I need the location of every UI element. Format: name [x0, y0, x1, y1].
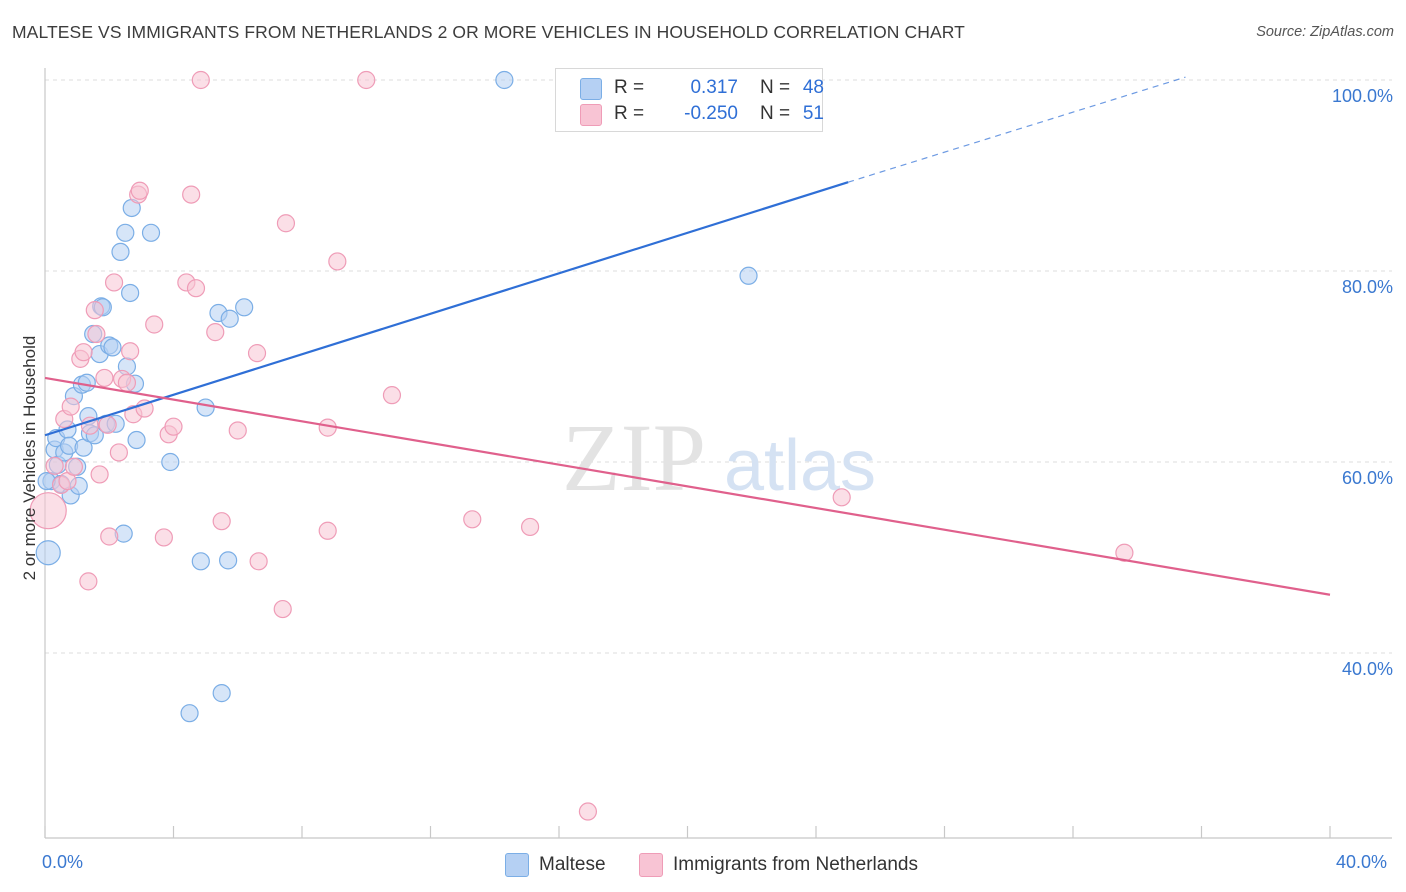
legend-label-netherlands: Immigrants from Netherlands — [673, 854, 918, 875]
legend-swatch-maltese — [505, 853, 529, 877]
watermark-zip: ZIP — [562, 404, 706, 511]
point-maltese — [111, 242, 130, 261]
point-maltese — [212, 684, 231, 703]
point-maltese — [235, 298, 254, 317]
point-netherlands — [104, 273, 124, 292]
point-netherlands — [74, 343, 93, 362]
trend-line-extension-maltese — [847, 76, 1186, 183]
point-netherlands — [186, 279, 206, 298]
point-netherlands — [45, 456, 64, 475]
point-netherlands — [130, 181, 149, 200]
point-netherlands — [273, 599, 292, 619]
chart-title: MALTESE VS IMMIGRANTS FROM NETHERLANDS 2… — [12, 22, 965, 42]
point-netherlands — [212, 512, 231, 531]
point-netherlands — [228, 421, 247, 440]
point-maltese — [219, 551, 238, 570]
point-netherlands — [154, 528, 173, 547]
legend-r-label: R = — [614, 103, 645, 124]
point-maltese — [495, 70, 514, 90]
point-maltese — [35, 540, 61, 566]
x-tick-label-min: 0.0% — [42, 852, 84, 872]
point-maltese — [141, 223, 161, 242]
point-netherlands — [79, 572, 98, 591]
scatter-points — [29, 70, 1134, 821]
point-netherlands — [64, 457, 84, 476]
point-netherlands — [357, 70, 376, 90]
point-netherlands — [164, 417, 183, 436]
point-netherlands — [832, 488, 851, 507]
correlation-legend: R = 0.317 N = 48 R = -0.250 N = 51 — [555, 68, 824, 132]
point-netherlands — [247, 344, 267, 363]
point-netherlands — [90, 465, 109, 484]
trend-line-maltese — [44, 181, 849, 437]
point-maltese — [196, 398, 215, 417]
point-netherlands — [382, 386, 402, 405]
legend-swatch-netherlands — [639, 853, 663, 877]
watermark-atlas: atlas — [724, 426, 876, 506]
point-maltese — [191, 552, 210, 571]
point-netherlands — [318, 521, 337, 540]
point-maltese — [103, 338, 122, 357]
point-netherlands — [578, 802, 598, 821]
point-netherlands — [87, 324, 106, 344]
point-netherlands — [276, 214, 296, 233]
point-maltese — [180, 704, 199, 723]
point-netherlands — [121, 342, 140, 361]
legend-n-value: 51 — [802, 103, 824, 124]
trend-lines — [44, 76, 1331, 596]
point-netherlands — [117, 373, 137, 392]
y-tick-label: 80.0% — [1341, 277, 1393, 297]
legend-r-value: 0.317 — [690, 77, 738, 98]
point-netherlands — [29, 492, 67, 530]
legend-swatch-netherlands — [580, 104, 602, 126]
watermark: ZIP atlas — [562, 404, 876, 511]
point-maltese — [121, 283, 140, 303]
point-netherlands — [1115, 543, 1134, 562]
legend-label-maltese: Maltese — [539, 854, 606, 875]
point-netherlands — [463, 510, 482, 529]
point-netherlands — [98, 415, 117, 434]
point-maltese — [116, 223, 135, 242]
grid-lines — [45, 79, 1392, 654]
axes — [44, 68, 1392, 839]
point-maltese — [77, 373, 96, 392]
legend-swatch-maltese — [580, 78, 602, 100]
point-netherlands — [109, 443, 128, 462]
point-netherlands — [249, 552, 268, 571]
point-netherlands — [85, 301, 104, 320]
point-netherlands — [328, 252, 347, 271]
y-axis-title: 2 or more Vehicles in Household — [20, 335, 39, 581]
legend-r-label: R = — [614, 77, 645, 98]
point-netherlands — [61, 397, 80, 416]
trend-line-netherlands — [44, 376, 1331, 596]
point-netherlands — [191, 70, 210, 90]
point-netherlands — [520, 517, 540, 537]
legend-n-value: 48 — [802, 77, 824, 98]
y-tick-label: 60.0% — [1341, 468, 1393, 488]
point-netherlands — [182, 185, 201, 204]
legend-n-label: N = — [760, 103, 791, 124]
point-maltese — [739, 266, 758, 285]
y-tick-label: 100.0% — [1331, 86, 1393, 106]
point-netherlands — [206, 323, 225, 342]
point-maltese — [161, 452, 180, 472]
point-maltese — [127, 430, 146, 450]
y-tick-label: 40.0% — [1341, 659, 1393, 679]
legend-n-label: N = — [760, 77, 791, 98]
point-netherlands — [100, 527, 119, 546]
legend-r-value: -0.250 — [684, 103, 738, 124]
point-maltese — [220, 309, 239, 328]
point-netherlands — [145, 315, 164, 334]
chart-source: Source: ZipAtlas.com — [1256, 24, 1394, 40]
series-legend: Maltese Immigrants from Netherlands — [0, 852, 1406, 878]
point-netherlands — [95, 368, 114, 388]
x-tick-label-max: 40.0% — [1336, 852, 1388, 872]
